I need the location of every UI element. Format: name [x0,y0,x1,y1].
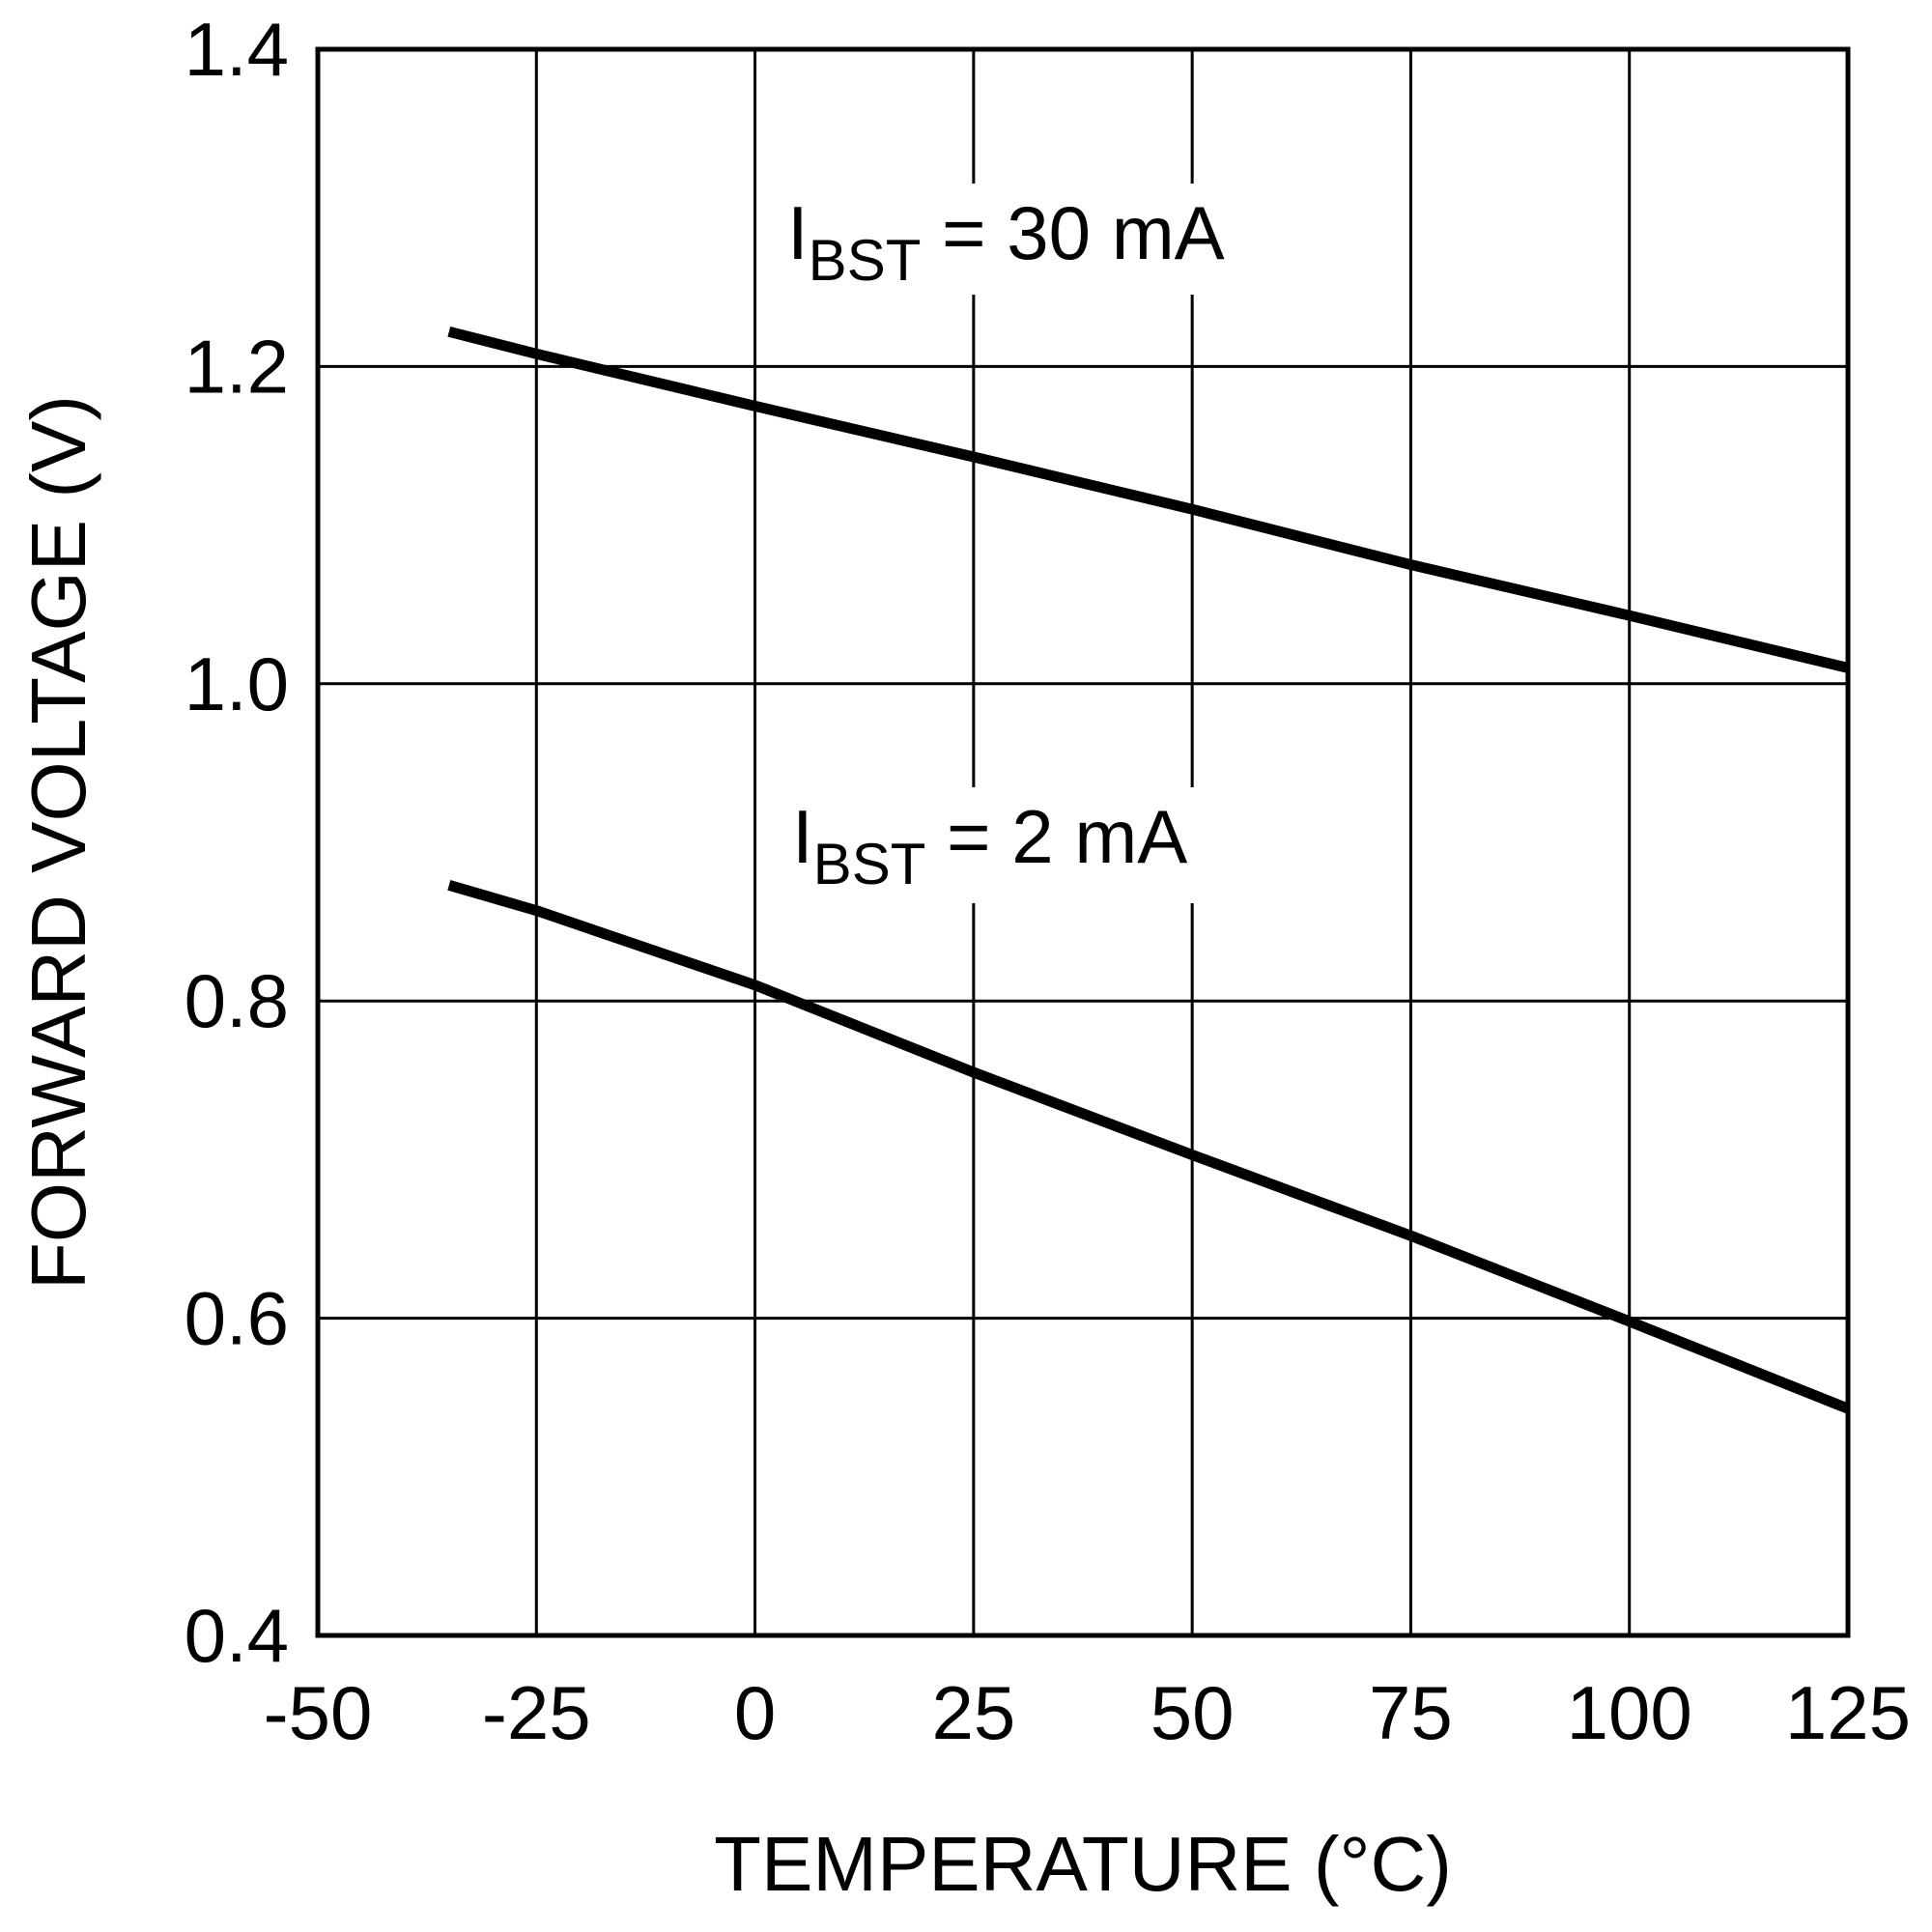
series-label-bg-1 [778,787,1261,903]
y-tick-label: 1.4 [185,7,289,92]
y-axis-title: FORWARD VOLTAGE (V) [15,395,101,1290]
y-tick-label: 0.8 [185,958,289,1043]
x-tick-label: 75 [1369,1670,1453,1755]
series-label-bg-0 [773,184,1299,295]
tick-labels: -50 -25 0 25 50 75 100 125 0.4 0.6 0.8 1.0 1.2 1.4 [185,7,1912,1755]
y-tick-label: 1.2 [185,324,289,409]
series-lines [447,326,1851,1414]
series-label-1: IBST = 2 mA [792,794,1187,896]
series-labels: IBST = 30 mA IBST = 2 mA [773,184,1299,903]
x-tick-label: -25 [482,1670,591,1755]
y-tick-label: 0.4 [185,1593,289,1678]
x-tick-label: 0 [734,1670,776,1755]
x-tick-label: -50 [264,1670,373,1755]
series-label-0: IBST = 30 mA [787,190,1225,293]
x-tick-label: 25 [931,1670,1015,1755]
x-axis-title: TEMPERATURE (°C) [714,1821,1452,1907]
x-tick-label: 100 [1567,1670,1692,1755]
series-line-1 [447,880,1851,1414]
y-tick-label: 0.6 [185,1276,289,1361]
y-tick-label: 1.0 [185,641,289,726]
x-tick-label: 125 [1785,1670,1911,1755]
x-tick-label: 50 [1151,1670,1235,1755]
series-line-0 [447,326,1850,673]
plot-frame [315,46,1851,1638]
